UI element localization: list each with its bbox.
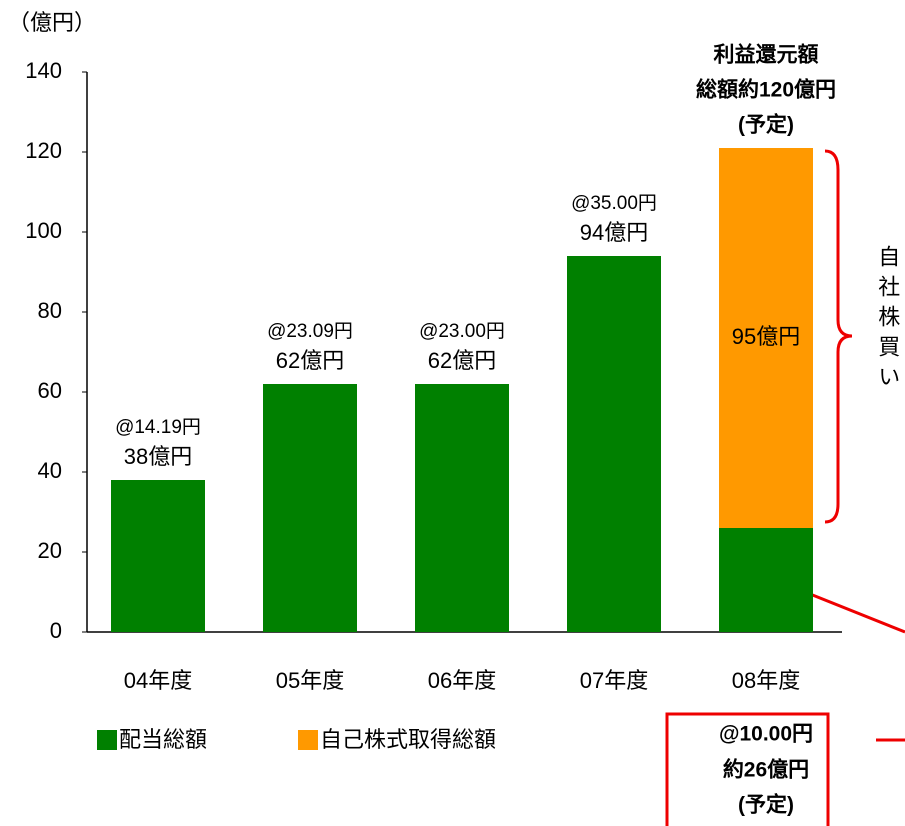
- callout-text: @10.00円: [719, 723, 813, 746]
- per-share-label: @35.00円: [571, 193, 657, 214]
- value-label: 38億円: [124, 444, 192, 469]
- y-tick-label: 60: [38, 378, 62, 403]
- y-tick-label: 0: [50, 618, 62, 643]
- x-tick-label: 05年度: [276, 668, 344, 693]
- bar-segment: [263, 384, 357, 632]
- legend-swatch: [298, 730, 318, 750]
- total-label: 利益還元額: [714, 43, 819, 67]
- y-tick-label: 140: [25, 58, 62, 83]
- callout-line: [794, 586, 905, 634]
- brace-label: 自社株買い: [875, 245, 900, 395]
- legend-swatch: [97, 730, 117, 750]
- x-tick-label: 06年度: [428, 668, 496, 693]
- callout-text: 約26億円: [723, 758, 809, 782]
- y-tick-label: 80: [38, 298, 62, 323]
- y-tick-label: 100: [25, 218, 62, 243]
- x-tick-label: 08年度: [732, 668, 800, 693]
- total-label: (予定): [738, 113, 794, 137]
- callout-text: (予定): [738, 793, 794, 817]
- bar-segment: [719, 528, 813, 632]
- bar-segment: [567, 256, 661, 632]
- y-tick-label: 20: [38, 538, 62, 563]
- y-tick-label: 40: [38, 458, 62, 483]
- callout-box: [665, 712, 830, 826]
- x-tick-label: 04年度: [124, 668, 192, 693]
- value-label: 62億円: [276, 348, 344, 373]
- legend-label: 自己株式取得総額: [320, 727, 496, 752]
- per-share-label: @23.00円: [419, 321, 505, 342]
- value-label: 62億円: [428, 348, 496, 373]
- value-label: 95億円: [732, 324, 800, 349]
- brace: [824, 149, 853, 524]
- per-share-label: @23.09円: [267, 321, 353, 342]
- bar-segment: [719, 148, 813, 528]
- per-share-label: @14.19円: [115, 417, 201, 438]
- bar-segment: [415, 384, 509, 632]
- y-tick-label: 120: [25, 138, 62, 163]
- total-label: 総額約120億円: [696, 78, 836, 102]
- value-label: 94億円: [580, 220, 648, 245]
- y-axis-label: （億円）: [8, 10, 96, 35]
- x-tick-label: 07年度: [580, 668, 648, 693]
- legend-label: 配当総額: [119, 727, 207, 752]
- bar-segment: [111, 480, 205, 632]
